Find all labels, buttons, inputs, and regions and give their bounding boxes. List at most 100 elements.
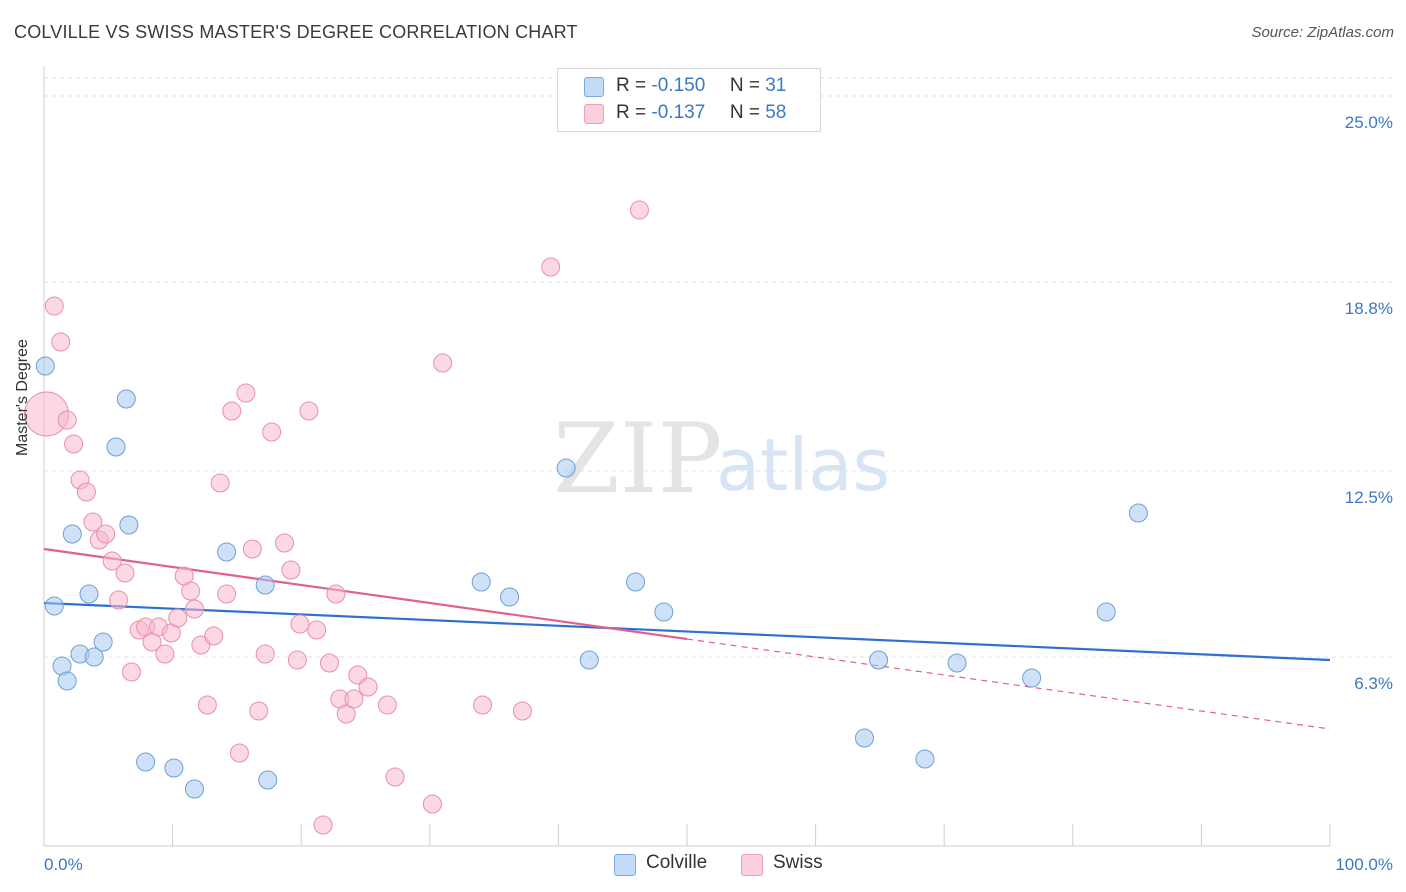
point-colville [35, 356, 55, 376]
point-swiss [115, 563, 135, 583]
point-swiss [326, 584, 346, 604]
point-swiss [236, 383, 256, 403]
x-tick-label: 0.0% [44, 855, 83, 874]
point-colville [1128, 503, 1148, 523]
point-swiss [344, 689, 364, 709]
point-swiss [217, 584, 237, 604]
point-colville [62, 524, 82, 544]
y-tick-label: 6.3% [1354, 674, 1393, 693]
y-tick-label: 18.8% [1345, 299, 1393, 318]
legend-r-value: -0.150 [651, 75, 706, 96]
point-colville [79, 584, 99, 604]
point-swiss [204, 626, 224, 646]
point-swiss [181, 581, 201, 601]
point-colville [119, 515, 139, 535]
point-swiss [290, 614, 310, 634]
point-swiss [274, 533, 294, 553]
chart-title: COLVILLE VS SWISS MASTER'S DEGREE CORREL… [14, 22, 578, 42]
legend-n-label: N = [729, 102, 760, 123]
y-tick-label: 25.0% [1345, 113, 1393, 132]
point-swiss [96, 524, 116, 544]
point-swiss [336, 704, 356, 724]
point-colville [93, 632, 113, 652]
point-swiss [629, 200, 649, 220]
point-swiss [319, 653, 339, 673]
point-colville [869, 650, 889, 670]
correlation-legend: R = -0.150 N = 31 R = -0.137 N = 58 [557, 68, 821, 132]
source-label: Source: ZipAtlas.com [1251, 24, 1394, 41]
point-colville [854, 728, 874, 748]
legend-r-value: -0.137 [651, 102, 706, 123]
point-swiss [307, 620, 327, 640]
point-swiss [109, 590, 129, 610]
point-swiss [242, 539, 262, 559]
trend-line-swiss [43, 547, 688, 641]
point-swiss [229, 743, 249, 763]
watermark-atlas: atlas [716, 423, 890, 507]
point-swiss [377, 695, 397, 715]
legend-n-label: N = [729, 75, 760, 96]
point-colville [255, 575, 275, 595]
point-swiss [512, 701, 532, 721]
point-swiss [197, 695, 217, 715]
point-swiss [102, 551, 122, 571]
legend-r-label: R = [616, 75, 647, 96]
point-colville [471, 572, 491, 592]
point-colville [556, 458, 576, 478]
y-axis-label: Master's Degree [14, 339, 31, 456]
watermark: ZIP atlas [553, 403, 890, 515]
point-colville [626, 572, 646, 592]
point-colville [579, 650, 599, 670]
point-colville [184, 779, 204, 799]
point-swiss [184, 599, 204, 619]
point-colville [500, 587, 520, 607]
point-swiss [433, 353, 453, 373]
point-swiss [44, 296, 64, 316]
x-tick-label: 100.0% [1335, 855, 1393, 874]
point-swiss [385, 767, 405, 787]
point-swiss [262, 422, 282, 442]
point-swiss [249, 701, 269, 721]
point-swiss [64, 434, 84, 454]
tick-labels: 6.3% 12.5% 18.8% 25.0% 0.0% 100.0% [44, 113, 1393, 874]
legend-r-label: R = [616, 102, 647, 123]
point-colville [1096, 602, 1116, 622]
point-swiss [255, 644, 275, 664]
point-colville [217, 542, 237, 562]
point-swiss [222, 401, 242, 421]
trend-line-colville [43, 601, 1331, 662]
point-colville [136, 752, 156, 772]
watermark-zip: ZIP [553, 403, 722, 515]
point-swiss [121, 662, 141, 682]
point-swiss [76, 482, 96, 502]
bottom-swatch-swiss [741, 854, 763, 876]
point-swiss [281, 560, 301, 580]
point-colville [44, 596, 64, 616]
legend-swatch-colville [584, 77, 604, 97]
point-swiss [541, 257, 561, 277]
data-points [24, 200, 1148, 835]
point-colville [915, 749, 935, 769]
point-colville [654, 602, 674, 622]
legend-swatch-swiss [584, 104, 604, 124]
legend-n-value: 31 [765, 75, 787, 96]
point-swiss [210, 473, 230, 493]
point-colville [1022, 668, 1042, 688]
point-colville [116, 389, 136, 409]
point-swiss [299, 401, 319, 421]
point-swiss [473, 695, 493, 715]
point-colville [84, 647, 104, 667]
point-colville [106, 437, 126, 457]
bottom-legend-label: Colville [646, 852, 708, 873]
point-swiss [51, 332, 71, 352]
axes [43, 66, 1331, 847]
point-swiss [422, 794, 442, 814]
gridlines [44, 77, 1392, 658]
point-colville [164, 758, 184, 778]
point-colville [57, 671, 77, 691]
trend-lines [43, 547, 1331, 730]
point-swiss [358, 677, 378, 697]
trend-line-dashed-swiss [686, 638, 1331, 730]
point-swiss [313, 815, 333, 835]
